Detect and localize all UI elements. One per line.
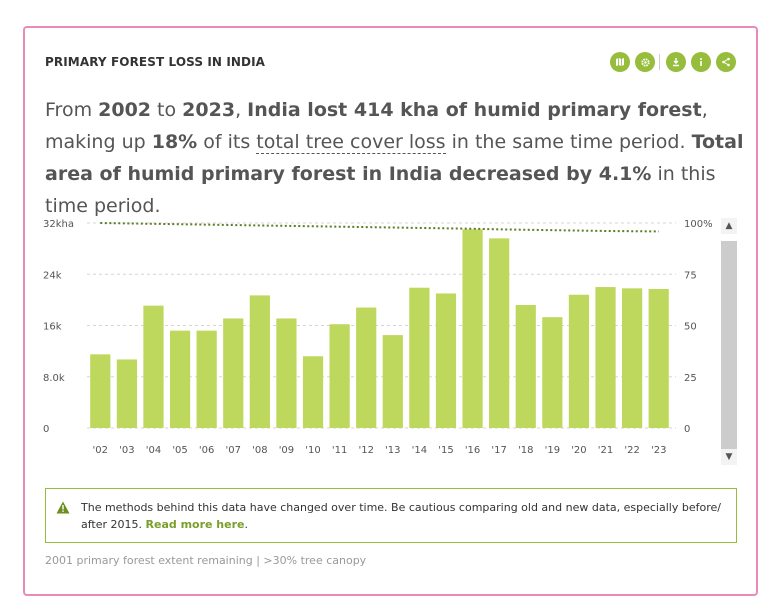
y-tick-label: 8.0k xyxy=(43,373,65,384)
x-tick-label: '16 xyxy=(465,445,480,456)
extent-line xyxy=(100,222,659,233)
x-tick-label: '06 xyxy=(199,445,214,456)
warning-text: The methods behind this data have change… xyxy=(81,501,721,531)
bar xyxy=(515,305,536,428)
bar xyxy=(542,317,563,428)
bar-chart: 0 8.0k 16k 24k 32kha 0 25 50 75 100% '02 '03 '04 '05 '… xyxy=(43,219,713,456)
x-tick-label: '19 xyxy=(545,445,560,456)
bar xyxy=(249,295,270,428)
y-tick-label: 24k xyxy=(43,270,62,281)
y2-tick-label: 0 xyxy=(684,424,690,435)
bar xyxy=(116,359,137,428)
y2-tick-label: 25 xyxy=(684,373,697,384)
bar xyxy=(622,288,643,428)
bar xyxy=(462,229,483,428)
bar xyxy=(302,356,324,428)
bar xyxy=(435,293,457,428)
footnote: 2001 primary forest extent remaining | >… xyxy=(45,554,367,567)
x-tick-label: '08 xyxy=(252,445,267,456)
y-tick-label: 0 xyxy=(43,424,49,435)
x-tick-label: '07 xyxy=(226,445,241,456)
x-tick-label: '20 xyxy=(571,445,586,456)
widget-card: PRIMARY FOREST LOSS IN INDIA From 2002 t… xyxy=(23,26,758,596)
x-tick-label: '22 xyxy=(624,445,639,456)
methods-warning: The methods behind this data have change… xyxy=(45,488,737,543)
x-tick-label: '21 xyxy=(598,445,613,456)
bar xyxy=(196,330,217,428)
scroll-down-button[interactable]: ▼ xyxy=(721,449,737,465)
summary-sentence: From 2002 to 2023, India lost 414 kha of… xyxy=(45,99,744,217)
y-tick-label: 32kha xyxy=(43,219,74,230)
x-tick-label: '15 xyxy=(438,445,453,456)
bar xyxy=(356,307,377,428)
x-tick-label: '03 xyxy=(119,445,134,456)
bar xyxy=(382,335,403,428)
warning-icon xyxy=(56,501,70,514)
start-year: 2002 xyxy=(98,99,152,121)
loss-percent: 18% xyxy=(151,131,198,153)
x-tick-label: '05 xyxy=(172,445,187,456)
bar xyxy=(409,287,430,428)
y2-tick-label: 100% xyxy=(684,219,713,230)
info-icon[interactable] xyxy=(691,52,711,72)
bar xyxy=(568,294,590,428)
read-more-link[interactable]: Read more here xyxy=(145,518,245,531)
bar xyxy=(489,238,510,428)
scrollbar-thumb[interactable] xyxy=(721,241,737,449)
x-tick-label: '10 xyxy=(305,445,320,456)
x-tick-label: '02 xyxy=(93,445,108,456)
end-year: 2023 xyxy=(182,99,236,121)
download-icon[interactable] xyxy=(666,52,686,72)
x-tick-label: '17 xyxy=(491,445,506,456)
bar xyxy=(143,305,164,428)
bar xyxy=(90,354,111,428)
bar xyxy=(169,330,191,428)
x-tick-label: '13 xyxy=(385,445,400,456)
x-tick-label: '11 xyxy=(332,445,347,456)
scroll-up-button[interactable]: ▲ xyxy=(721,218,737,234)
bar xyxy=(595,287,616,428)
widget-title: PRIMARY FOREST LOSS IN INDIA xyxy=(45,55,266,69)
x-tick-label: '12 xyxy=(358,445,373,456)
y2-tick-label: 50 xyxy=(684,322,697,333)
gear-icon[interactable] xyxy=(635,52,655,72)
share-icon[interactable] xyxy=(716,52,736,72)
toolbar-divider xyxy=(659,54,660,70)
map-icon[interactable] xyxy=(610,52,630,72)
x-tick-label: '18 xyxy=(518,445,533,456)
bar xyxy=(329,324,350,428)
total-tree-cover-loss-link[interactable]: total tree cover loss xyxy=(256,131,446,154)
y-tick-label: 16k xyxy=(43,322,62,333)
x-tick-label: '14 xyxy=(412,445,427,456)
bar xyxy=(648,288,669,428)
bar xyxy=(223,318,244,428)
y2-tick-label: 75 xyxy=(684,270,697,281)
loss-phrase: India lost 414 kha of humid primary fore… xyxy=(247,99,702,121)
x-tick-label: '04 xyxy=(146,445,161,456)
bar xyxy=(276,318,297,428)
x-tick-label: '09 xyxy=(279,445,294,456)
x-tick-label: '23 xyxy=(651,445,666,456)
decrease-phrase: Total area of humid primary forest in In… xyxy=(45,131,744,185)
